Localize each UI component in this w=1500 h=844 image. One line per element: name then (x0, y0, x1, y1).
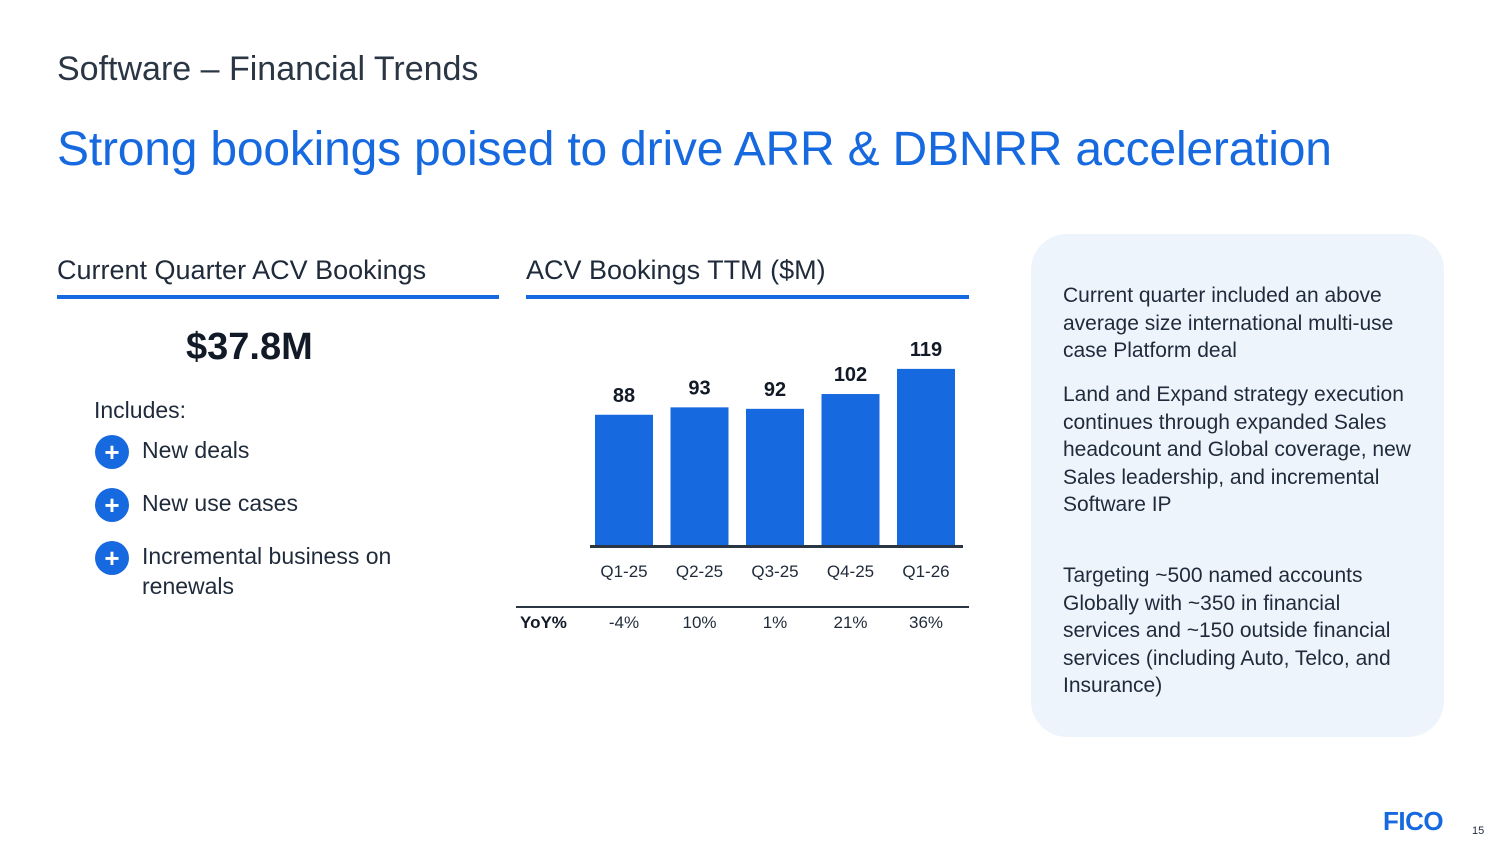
commentary-panel: Current quarter included an above averag… (1031, 234, 1444, 737)
includes-label: Includes: (94, 397, 187, 423)
bar-q1-26 (897, 368, 955, 545)
x-tick-label: Q3-25 (751, 562, 798, 581)
data-label: 88 (613, 385, 635, 407)
data-label: 119 (910, 339, 942, 361)
page-number: 15 (1472, 825, 1485, 837)
include-item: + New deals (95, 435, 412, 469)
yoy-value: -4% (609, 613, 639, 632)
data-label: 92 (764, 379, 786, 401)
chart-title-rule (526, 295, 969, 299)
plus-icon: + (95, 541, 129, 575)
acv-bookings-chart: 88 Q1-25 -4% 93 Q2-25 10% 92 Q3-25 1% 102 Q4-25 21%… (516, 339, 969, 632)
x-tick-label: Q1-25 (600, 562, 647, 581)
commentary-paragraph: Land and Expand strategy execution conti… (1063, 383, 1411, 516)
slide-kicker: Software – Financial Trends (57, 50, 479, 88)
commentary-paragraph: Targeting ~500 named accounts Globally w… (1063, 564, 1391, 697)
plus-icon: + (95, 435, 129, 469)
chart-title: ACV Bookings TTM ($M) (526, 255, 826, 285)
x-tick-label: Q1-26 (902, 562, 949, 581)
yoy-value: 10% (682, 613, 716, 632)
x-tick-label: Q4-25 (827, 562, 874, 581)
plus-icon: + (95, 488, 129, 522)
include-item-label: Incremental business on renewals (142, 543, 392, 599)
acv-bookings-heading: Current Quarter ACV Bookings (57, 255, 427, 285)
x-tick-label: Q2-25 (676, 562, 723, 581)
include-item: + New use cases (95, 488, 412, 522)
yoy-label: YoY% (520, 613, 567, 632)
bar-q1-25 (595, 414, 653, 545)
include-item: + Incremental business on renewals (95, 541, 412, 601)
acv-bookings-value: $37.8M (186, 326, 313, 368)
acv-bookings-rule (57, 295, 499, 299)
slide-headline: Strong bookings poised to drive ARR & DB… (57, 123, 1332, 176)
include-item-label: New deals (142, 437, 250, 463)
bar-q4-25 (821, 394, 880, 545)
yoy-value: 36% (909, 613, 943, 632)
bar-q3-25 (746, 408, 804, 545)
bar-q2-25 (670, 407, 729, 545)
data-label: 102 (834, 364, 867, 386)
data-label: 93 (688, 377, 710, 399)
commentary-paragraph: Current quarter included an above averag… (1063, 284, 1394, 362)
include-item-label: New use cases (142, 490, 298, 516)
yoy-value: 1% (763, 613, 788, 632)
fico-logo: FICO (1383, 806, 1444, 836)
yoy-value: 21% (833, 613, 867, 632)
